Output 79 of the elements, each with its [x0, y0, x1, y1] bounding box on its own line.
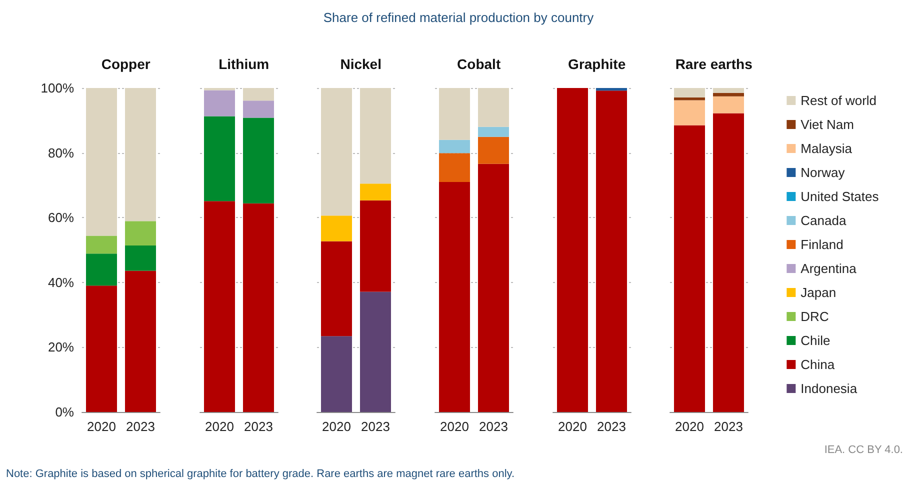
bar: [86, 236, 117, 254]
bar: [321, 241, 352, 336]
legend-label: United States: [800, 189, 880, 204]
legend-label: DRC: [800, 309, 830, 324]
bar: [204, 90, 235, 116]
x-tick-label: 2023: [244, 419, 273, 434]
bar: [674, 97, 706, 100]
bar: [360, 292, 392, 412]
bar: [321, 336, 352, 412]
text: IEA. CC BY 4.0.: [824, 444, 903, 456]
legend-label: Indonesia: [800, 381, 858, 396]
x-tick-label: 2023: [479, 419, 508, 434]
x-tick-label: 2023: [596, 419, 626, 434]
legend-label: Canada: [800, 213, 848, 228]
legend-label: Argentina: [800, 261, 858, 276]
bar: [713, 113, 744, 412]
x-tick-label: 2020: [87, 419, 116, 434]
bar: [478, 126, 509, 137]
bar: [360, 184, 392, 200]
x-tick-label: 2020: [322, 419, 352, 434]
chart-title: Nickel: [340, 56, 382, 72]
y-tick-label: 60%: [48, 210, 74, 226]
y-tick-label: 40%: [48, 274, 74, 290]
bar: [204, 201, 235, 412]
bar: [86, 88, 117, 236]
chart-title: Lithium: [218, 56, 269, 72]
x-tick-label: 2020: [675, 419, 704, 434]
bar: [674, 125, 706, 412]
bar: [321, 216, 352, 242]
chart-title: Graphite: [568, 56, 626, 72]
legend-label: Malaysia: [800, 141, 854, 156]
y-tick-label: 0%: [55, 404, 74, 420]
text: Share of refined material production by country: [322, 10, 595, 25]
chart-title: Rare earths: [676, 56, 753, 72]
legend-label: Chile: [800, 333, 831, 348]
x-tick-label: 2020: [558, 419, 587, 434]
bar: [439, 140, 470, 154]
bar: [713, 96, 744, 114]
bar: [242, 118, 274, 204]
text: Note: Graphite is based on spherical graphite for battery grade. Rare earths are magnet rare earths only.: [6, 468, 515, 480]
y-tick-label: 100%: [40, 80, 74, 96]
bar: [125, 221, 156, 246]
legend-label: Japan: [800, 285, 836, 300]
legend-label: China: [800, 357, 836, 372]
bar: [360, 88, 392, 184]
y-tick-label: 80%: [48, 145, 74, 160]
bar: [439, 153, 470, 182]
bar: [360, 200, 392, 292]
bar: [439, 88, 470, 140]
x-tick-label: 2023: [361, 419, 390, 434]
legend-label: Rest of world: [800, 93, 877, 108]
bar: [478, 164, 509, 412]
legend-label: Finland: [800, 237, 844, 252]
bar: [86, 286, 117, 412]
bar: [674, 88, 706, 98]
y-tick-label: 20%: [48, 340, 74, 355]
bar: [713, 88, 744, 93]
x-tick-label: 2023: [714, 419, 744, 434]
legend-label: Viet Nam: [800, 117, 854, 132]
bar: [125, 245, 156, 271]
x-tick-label: 2020: [440, 419, 469, 434]
bar: [321, 88, 352, 216]
x-tick-label: 2020: [204, 419, 234, 434]
legend-label: Norway: [800, 165, 846, 180]
bar: [242, 100, 274, 118]
chart-title: Cobalt: [457, 56, 501, 72]
bar: [242, 203, 274, 412]
bar: [86, 254, 117, 286]
bar: [125, 88, 156, 222]
chart-title: Copper: [101, 56, 151, 72]
bar: [204, 116, 235, 202]
bar: [125, 270, 156, 412]
bar: [478, 136, 509, 164]
bar: [674, 100, 706, 126]
bar: [439, 182, 470, 412]
x-tick-label: 2023: [126, 419, 155, 434]
bar: [713, 92, 744, 96]
bar: [242, 88, 274, 101]
bar: [478, 88, 509, 127]
